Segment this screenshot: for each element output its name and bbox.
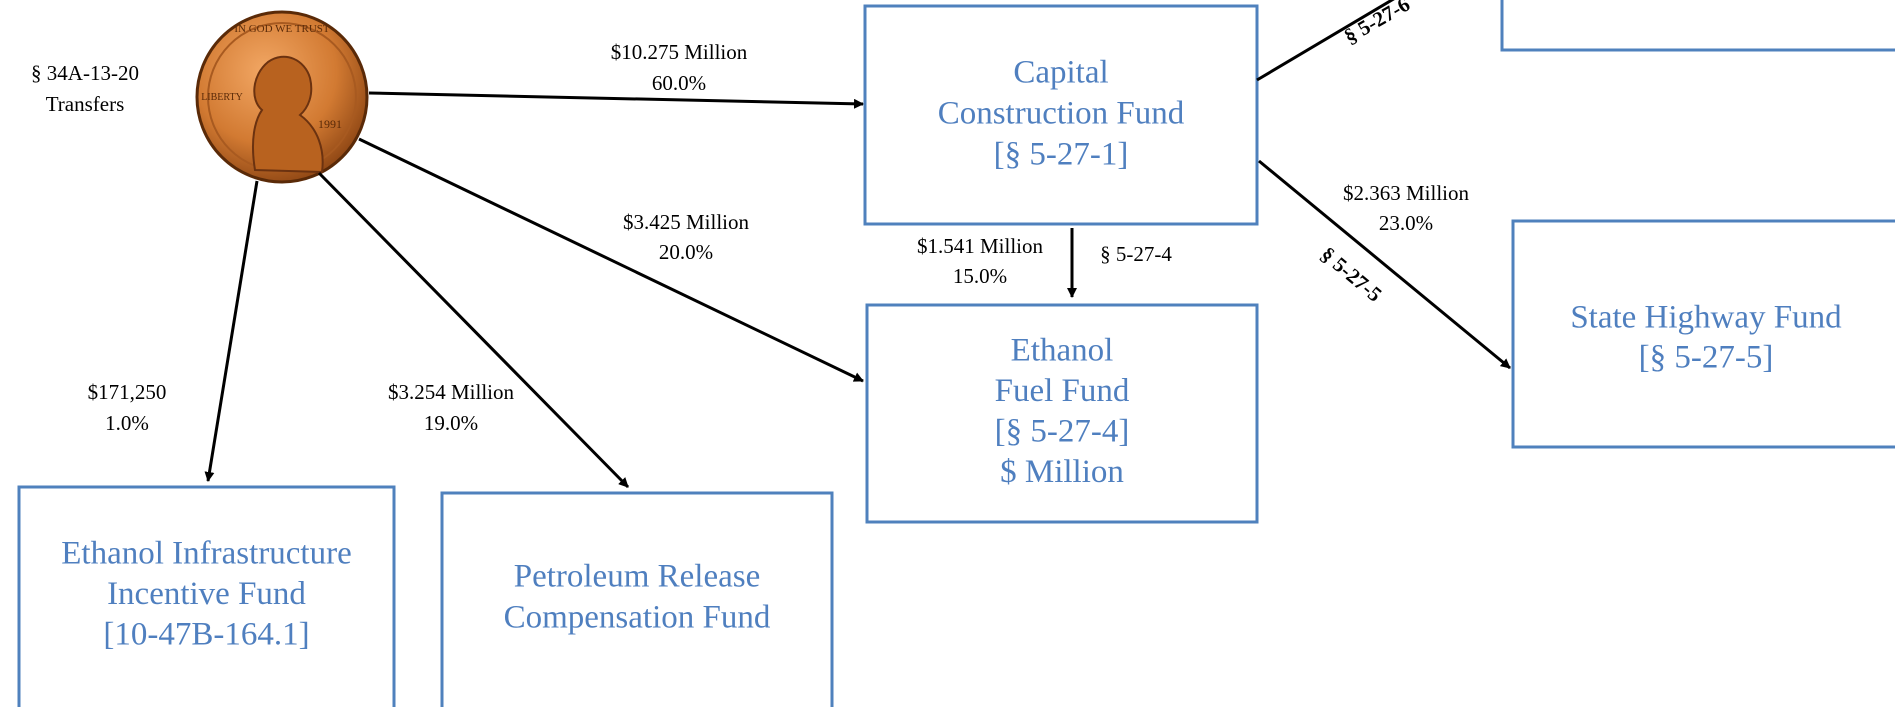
flow-share: 19.0% [424, 411, 478, 435]
layer: § 34A-13-20 Transfers Capital Construction … [17, 0, 1895, 707]
flow-arrow [204, 180, 259, 482]
flow-share: 1.0% [105, 411, 149, 435]
flow-statute: § 5-27-6 [1340, 0, 1414, 48]
flow-share: 60.0% [652, 71, 706, 95]
fund-box [17, 485, 396, 707]
flow-share: 23.0% [1379, 211, 1433, 235]
coin-word: LIBERTY [201, 92, 243, 103]
penny: IN GOD WE TRUST LIBERTY 1991 [195, 10, 369, 184]
fund-label: [§ 5-27-1] [994, 137, 1129, 173]
fund-box [1500, 0, 1895, 52]
flow-amount: $2.363 Million [1343, 181, 1470, 205]
fund-label: Ethanol Infrastructure [61, 536, 351, 572]
source-label: § 34A-13-20 [31, 61, 139, 85]
flow-amount: $1.541 Million [917, 234, 1044, 258]
flow-arrow [317, 171, 630, 489]
fund-label: Construction Fund [938, 96, 1185, 132]
flow-amount: $3.425 Million [623, 210, 750, 234]
flow-share: 20.0% [659, 240, 713, 264]
flow-share: 15.0% [953, 264, 1007, 288]
fund-label: [§ 5-27-5] [1639, 340, 1774, 376]
fund-box [440, 491, 834, 707]
fund-label: Ethanol [1011, 333, 1114, 369]
fund-label: Capital [1013, 55, 1108, 91]
fund-label: $ Million [1000, 454, 1124, 490]
flow-arrow [1258, 159, 1511, 370]
fund-label: Compensation Fund [504, 600, 771, 636]
flow-arrow [1256, 0, 1395, 82]
flow-statute: § 5-27-4 [1100, 242, 1172, 266]
fund-label: State Highway Fund [1570, 300, 1842, 336]
coin-motto: IN GOD WE TRUST [234, 23, 330, 35]
flow-arrow [358, 137, 864, 383]
coin-year: 1991 [318, 117, 342, 131]
fund-label: [§ 5-27-4] [995, 414, 1130, 450]
flow-amount: $171,250 [88, 380, 167, 404]
flow-amount: $3.254 Million [388, 380, 515, 404]
fund-box [1511, 219, 1895, 449]
source-label: Transfers [46, 92, 125, 116]
flow-arrow [368, 91, 864, 109]
fund-label: Petroleum Release [514, 559, 761, 595]
fund-label: Incentive Fund [107, 576, 306, 612]
fund-label: Fuel Fund [995, 373, 1130, 409]
fund-label: [10-47B-164.1] [103, 617, 309, 653]
flow-amount: $10.275 Million [611, 40, 748, 64]
flow-statute: § 5-27-5 [1316, 242, 1386, 307]
fund-box [865, 303, 1259, 524]
fund-box [863, 4, 1259, 226]
